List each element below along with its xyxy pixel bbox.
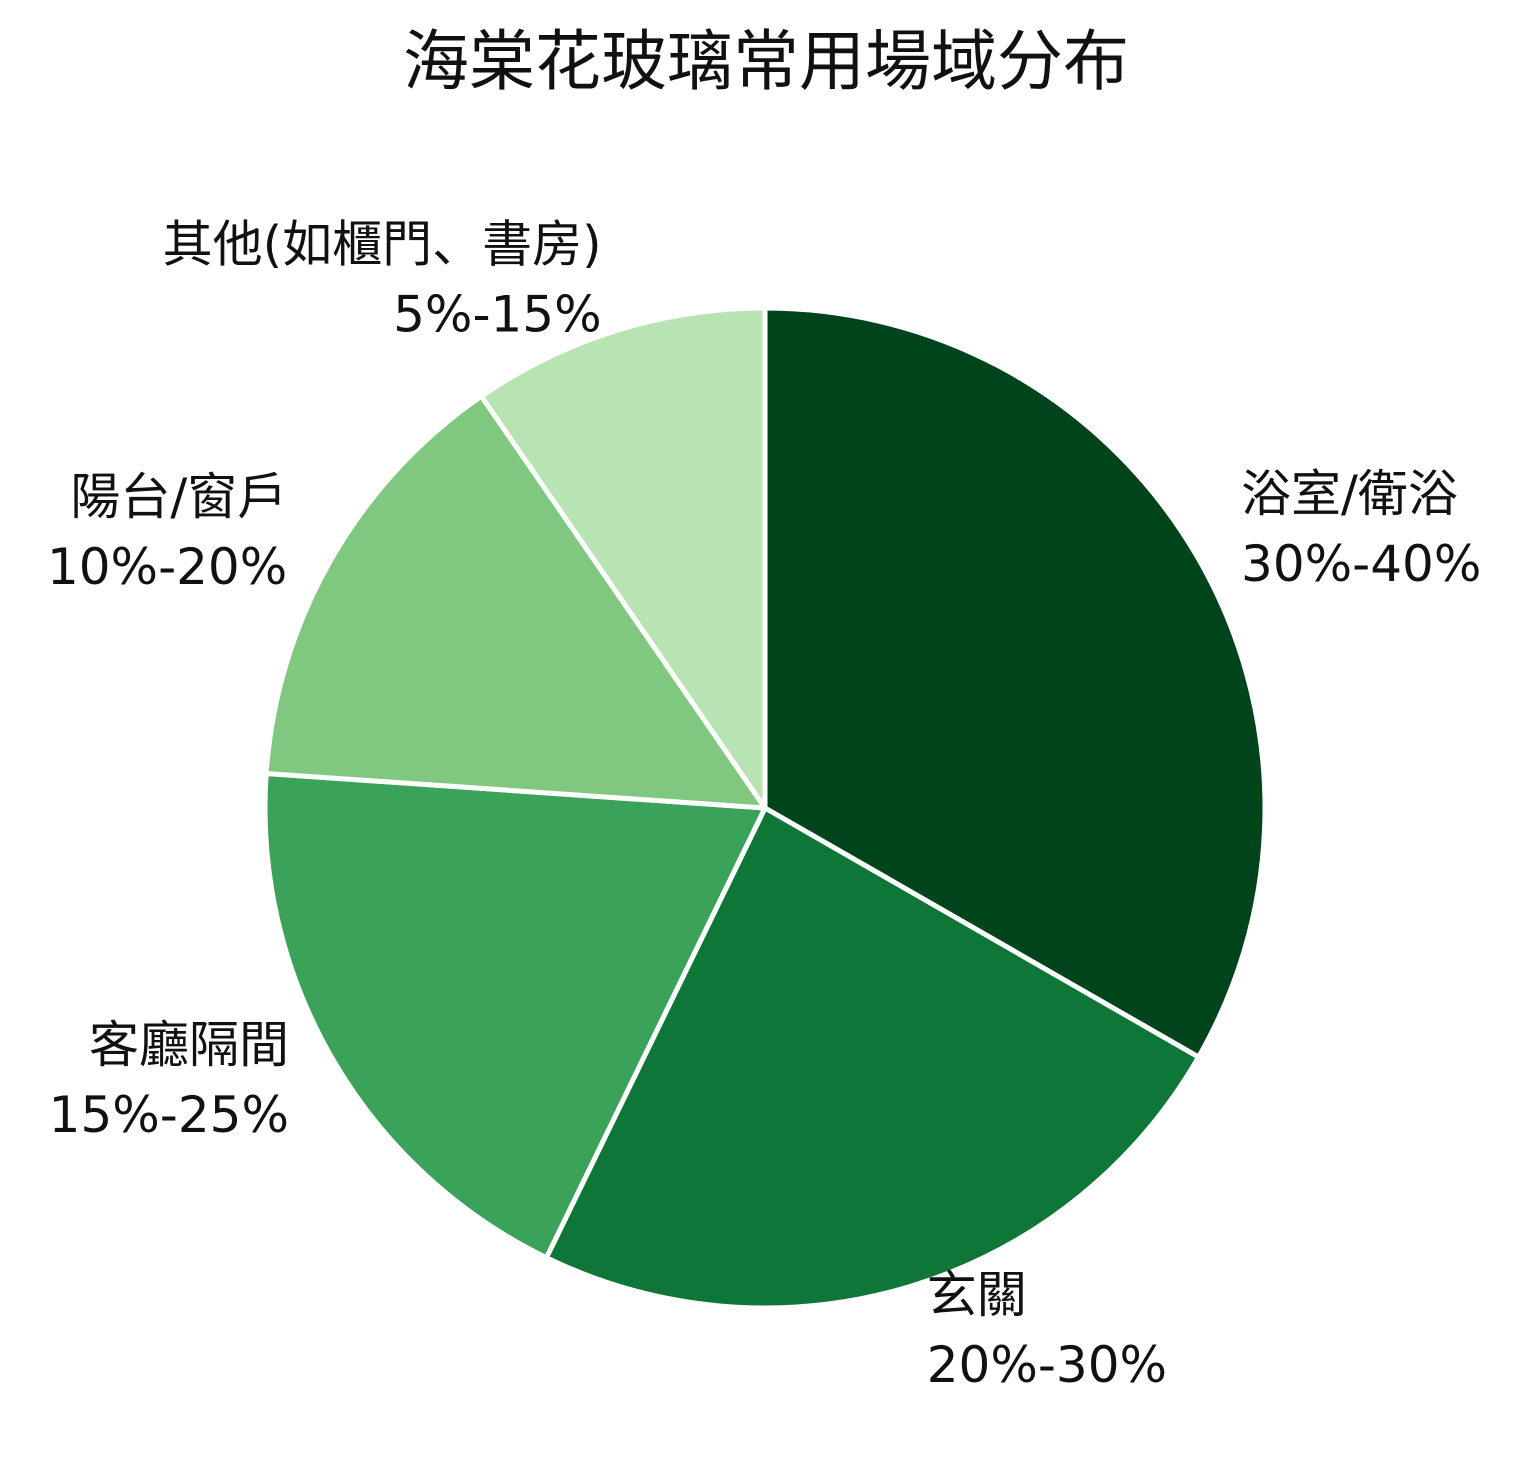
slice-label: 客廳隔間	[89, 1016, 289, 1074]
slice-range: 10%-20%	[47, 538, 287, 596]
pie-slice	[263, 393, 768, 811]
pie-slice	[543, 805, 1202, 1311]
pie-slice	[762, 305, 1268, 1060]
slice-label: 其他(如櫃門、書房)	[163, 215, 602, 273]
slice-label: 陽台/窗戶	[70, 468, 287, 526]
slice-label: 浴室/衛浴	[1241, 465, 1458, 523]
slice-range: 15%-25%	[49, 1086, 289, 1144]
slice-range: 30%-40%	[1241, 535, 1481, 593]
slice-range: 20%-30%	[927, 1336, 1167, 1394]
slice-range: 5%-15%	[393, 285, 602, 343]
pie-slice	[262, 770, 768, 1261]
slice-label: 玄關	[927, 1266, 1027, 1324]
pie-slice	[478, 305, 768, 811]
chart-title: 海棠花玻璃常用場域分布	[403, 23, 1129, 100]
